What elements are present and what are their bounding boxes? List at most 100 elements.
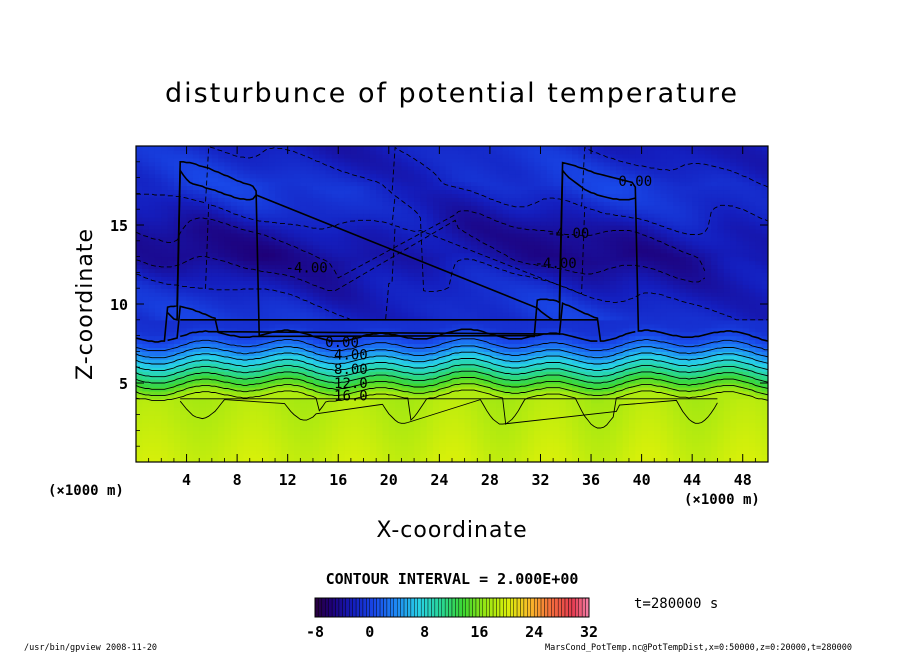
heatmap-cell	[281, 201, 289, 206]
heatmap-cell	[452, 252, 459, 258]
heatmap-cell	[294, 284, 301, 289]
heatmap-cell	[458, 438, 466, 443]
heatmap-cell	[363, 205, 371, 210]
heatmap-cell	[148, 438, 156, 443]
heatmap-cell	[243, 363, 251, 368]
heatmap-cell	[281, 331, 289, 337]
heatmap-cell	[186, 426, 194, 431]
heatmap-cell	[192, 244, 200, 250]
heatmap-cell	[281, 304, 289, 309]
heatmap-cell	[312, 225, 320, 230]
heatmap-cell	[382, 201, 390, 206]
heatmap-cell	[243, 343, 251, 349]
heatmap-cell	[515, 446, 523, 451]
heatmap-cell	[521, 363, 529, 368]
heatmap-cell	[161, 430, 169, 435]
heatmap-cell	[167, 446, 175, 451]
heatmap-cell	[344, 371, 352, 376]
heatmap-cell	[445, 173, 453, 179]
heatmap-cell	[218, 386, 226, 392]
heatmap-cell	[350, 189, 358, 194]
heatmap-cell	[281, 383, 289, 388]
heatmap-cell	[237, 351, 245, 356]
heatmap-cell	[458, 379, 466, 384]
heatmap-cell	[275, 217, 282, 222]
heatmap-cell	[173, 181, 181, 187]
heatmap-cell	[439, 217, 447, 222]
heatmap-cell	[382, 323, 390, 329]
heatmap-cell	[508, 221, 516, 226]
heatmap-cell	[338, 371, 346, 376]
heatmap-cell	[439, 327, 447, 333]
heatmap-cell	[401, 209, 409, 214]
heatmap-cell	[154, 430, 162, 435]
heatmap-cell	[249, 296, 257, 301]
heatmap-cell	[357, 217, 365, 222]
heatmap-cell	[376, 422, 384, 428]
heatmap-cell	[401, 402, 409, 408]
heatmap-cell	[483, 355, 491, 360]
heatmap-cell	[363, 197, 371, 202]
heatmap-cell	[275, 446, 282, 451]
heatmap-cell	[502, 446, 510, 451]
heatmap-cell	[483, 323, 491, 329]
heatmap-cell	[275, 280, 282, 285]
heatmap-cell	[452, 169, 459, 175]
heatmap-cell	[445, 232, 453, 238]
heatmap-cell	[357, 228, 365, 234]
heatmap-cell	[319, 201, 327, 206]
heatmap-cell	[154, 450, 162, 455]
heatmap-cell	[237, 327, 245, 333]
heatmap-cell	[237, 375, 245, 380]
heatmap-cell	[142, 221, 150, 226]
heatmap-cell	[249, 327, 257, 333]
heatmap-cell	[237, 371, 245, 376]
heatmap-cell	[180, 331, 188, 337]
heatmap-cell	[452, 288, 459, 293]
heatmap-cell	[319, 232, 327, 238]
heatmap-cell	[180, 434, 188, 439]
heatmap-cell	[275, 359, 282, 364]
heatmap-cell	[173, 339, 181, 345]
heatmap-cell	[186, 394, 194, 400]
heatmap-cell	[452, 355, 459, 360]
heatmap-cell	[275, 236, 282, 242]
heatmap-cell	[148, 201, 156, 206]
heatmap-cell	[388, 390, 396, 396]
heatmap-cell	[224, 383, 232, 388]
heatmap-cell	[388, 402, 396, 408]
heatmap-cell	[319, 280, 327, 285]
heatmap-cell	[369, 458, 377, 462]
heatmap-cell	[508, 189, 516, 194]
heatmap-cell	[388, 169, 396, 175]
heatmap-cell	[136, 232, 143, 238]
heatmap-cell	[142, 307, 150, 313]
heatmap-cell	[294, 394, 301, 400]
heatmap-cell	[325, 221, 333, 226]
heatmap-cell	[161, 284, 169, 289]
heatmap-cell	[192, 292, 200, 297]
heatmap-cell	[445, 181, 453, 187]
heatmap-cell	[262, 319, 270, 325]
heatmap-cell	[243, 189, 251, 194]
heatmap-cell	[363, 300, 371, 305]
heatmap-cell	[262, 165, 270, 171]
heatmap-cell	[294, 438, 301, 443]
heatmap-cell	[350, 343, 358, 349]
heatmap-cell	[407, 165, 415, 171]
heatmap-cell	[161, 390, 169, 396]
heatmap-cell	[496, 450, 504, 455]
heatmap-cell	[142, 232, 150, 238]
heatmap-cell	[161, 458, 169, 462]
heatmap-cell	[249, 169, 257, 175]
heatmap-cell	[439, 221, 447, 226]
heatmap-cell	[268, 304, 276, 309]
heatmap-cell	[420, 296, 428, 301]
heatmap-cell	[192, 363, 200, 368]
heatmap-cell	[243, 288, 251, 293]
heatmap-cell	[148, 430, 156, 435]
heatmap-cell	[218, 169, 226, 175]
heatmap-cell	[433, 383, 440, 388]
heatmap-cell	[464, 406, 472, 412]
heatmap-cell	[502, 355, 510, 360]
